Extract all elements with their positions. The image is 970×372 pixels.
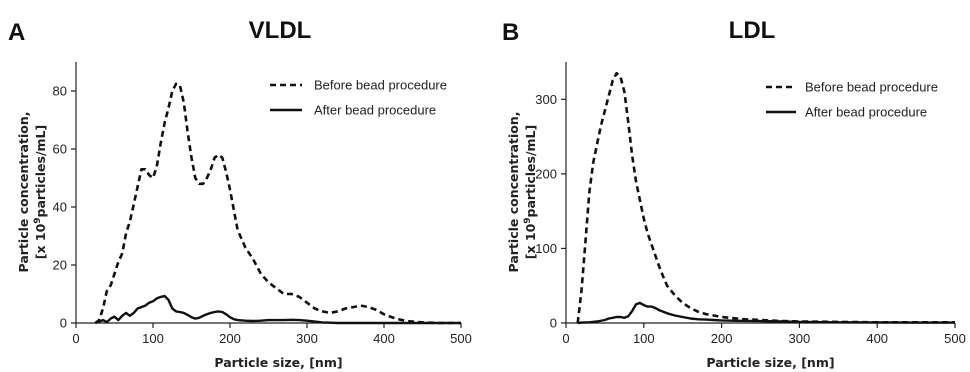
chart-title: LDL [729, 17, 776, 44]
panel-a: A VLDL 0 100 200 300 400 500 0 20 40 60 80 Particle s… [8, 17, 472, 370]
y-tick-label: 0 [550, 316, 557, 331]
panel-letter: A [8, 19, 25, 46]
x-tick-label: 100 [633, 331, 655, 346]
y-tick-label: 20 [53, 258, 67, 273]
y-axis-label: Particle concentration, [x 109particles/m… [506, 112, 538, 273]
y-axis-label-line1: Particle concentration, [506, 112, 521, 273]
y-axis-label: Particle concentration, [x 109particles/m… [16, 112, 48, 273]
y-axis-label-suffix: particles/mL] [33, 125, 48, 218]
legend-label: After bead procedure [314, 103, 436, 118]
x-tick-label: 400 [373, 331, 395, 346]
legend-label: After bead procedure [805, 105, 927, 120]
x-axis-label: Particle size, [nm] [706, 355, 834, 370]
y-axis-label-prefix: [x 10 [33, 223, 48, 259]
y-axis-label-prefix: [x 10 [523, 223, 538, 259]
y-tick-label: 200 [535, 166, 557, 181]
x-tick-label: 300 [789, 331, 811, 346]
y-tick-label: 300 [535, 92, 557, 107]
x-tick-label: 0 [562, 331, 569, 346]
x-tick-label: 200 [219, 331, 241, 346]
x-tick-label: 100 [142, 331, 164, 346]
y-tick-label: 0 [60, 316, 67, 331]
x-axis-label: Particle size, [nm] [214, 355, 342, 370]
series-after-line [577, 301, 955, 325]
x-tick-label: 200 [711, 331, 733, 346]
y-axis-label-exponent: 9 [33, 217, 43, 223]
chart-title: VLDL [249, 17, 312, 44]
y-tick-label: 60 [53, 142, 67, 157]
series-before-line [94, 82, 461, 325]
y-tick-label: 80 [53, 84, 67, 99]
x-tick-label: 400 [866, 331, 888, 346]
legend-label: Before bead procedure [805, 80, 938, 95]
x-tick-label: 500 [944, 331, 966, 346]
legend-label: Before bead procedure [314, 78, 447, 93]
y-axis-label-suffix: particles/mL] [523, 125, 538, 218]
panel-letter: B [502, 19, 519, 46]
y-tick-label: 100 [535, 241, 557, 256]
y-tick-label: 40 [53, 200, 67, 215]
x-tick-label: 0 [72, 331, 79, 346]
x-tick-label: 500 [450, 331, 472, 346]
panel-b: B LDL 0 100 200 300 400 500 0 100 200 300 Particle s… [502, 17, 966, 370]
y-axis-label-line2: [x 109particles/mL] [523, 125, 538, 260]
y-axis-label-line1: Particle concentration, [16, 112, 31, 273]
x-tick-label: 300 [296, 331, 318, 346]
series-after-line [94, 294, 461, 325]
y-axis-label-exponent: 9 [523, 217, 533, 223]
y-axis-label-line2: [x 109particles/mL] [33, 125, 48, 260]
